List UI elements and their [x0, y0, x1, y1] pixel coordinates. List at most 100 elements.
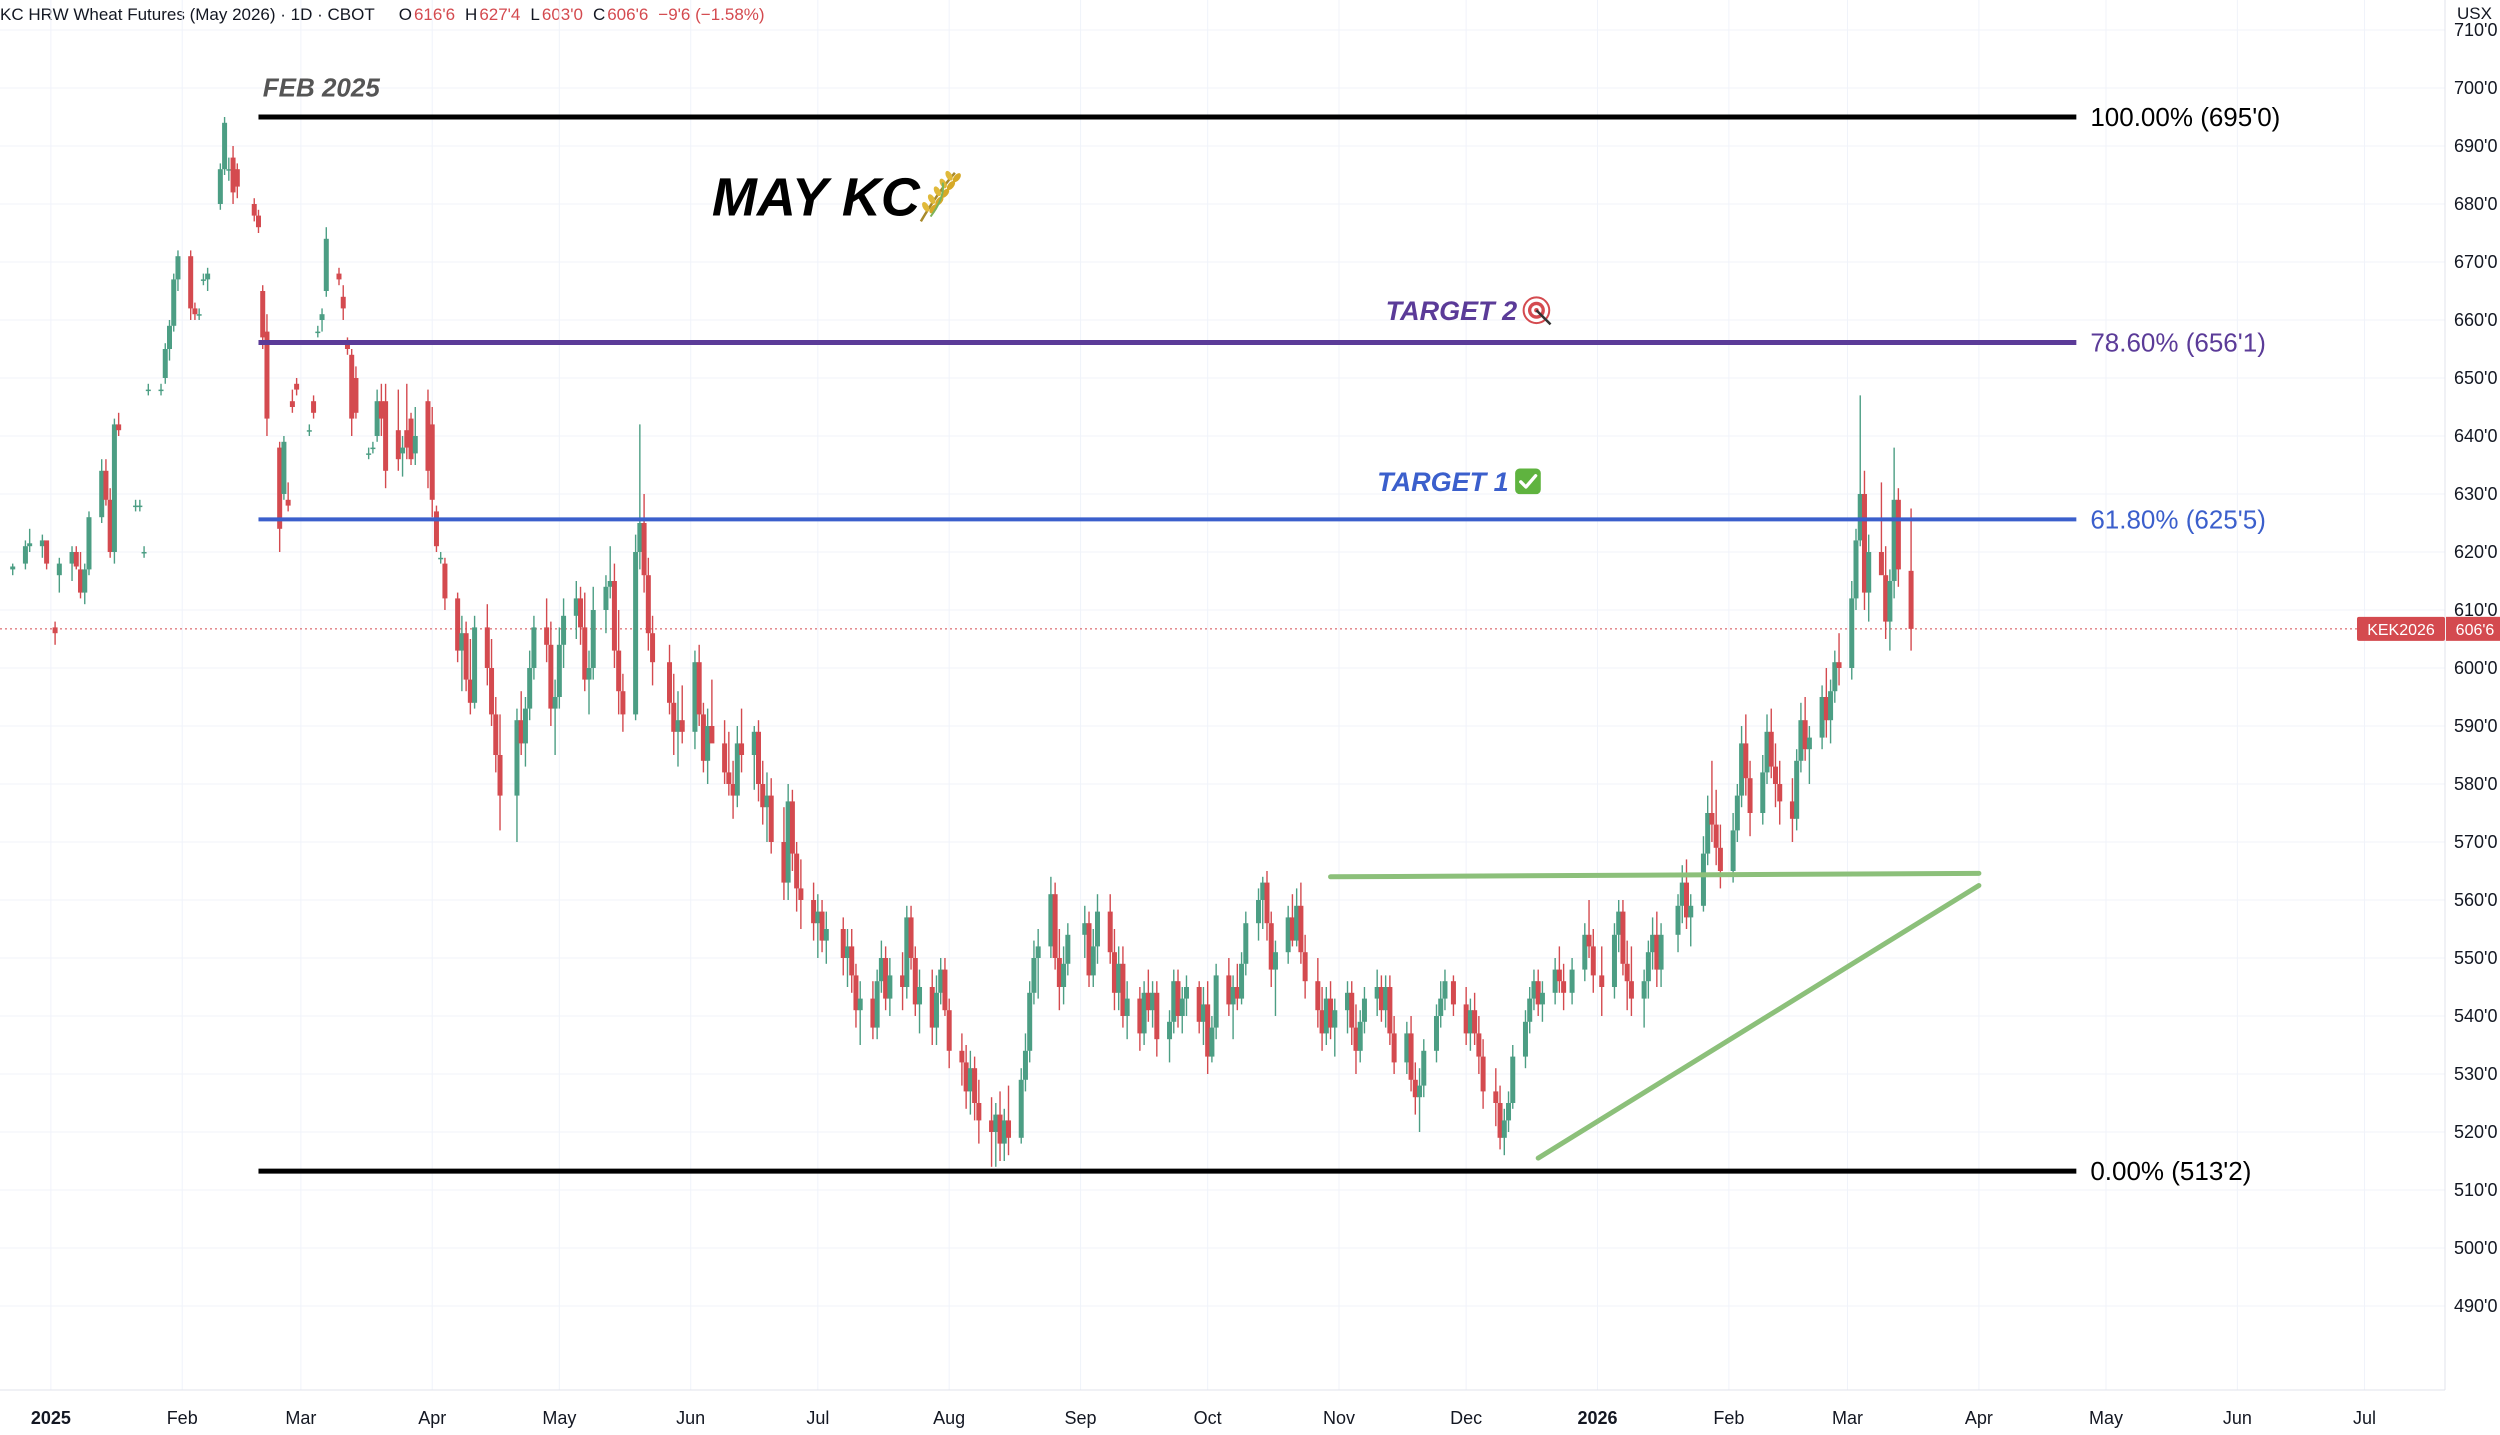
candle-body	[1730, 830, 1736, 871]
candle	[103, 459, 109, 506]
candle	[1789, 778, 1795, 842]
candle	[158, 383, 164, 396]
candle	[633, 534, 639, 721]
candle	[789, 789, 795, 871]
candle-body	[1082, 923, 1088, 935]
candle	[1234, 963, 1240, 1011]
candle-body	[1090, 946, 1096, 976]
candle	[823, 911, 829, 964]
candle-body	[1878, 552, 1884, 576]
candle	[739, 708, 745, 773]
candle	[226, 157, 232, 181]
price-axis[interactable]: 710'0 700'0 690'0 680'0 670'0 660'0 650'0 640'0…	[2444, 0, 2497, 1390]
candle	[603, 575, 609, 634]
candle-body	[1823, 697, 1829, 721]
candle-body	[39, 540, 45, 547]
candle	[768, 778, 774, 854]
candle	[319, 308, 325, 332]
candle	[1048, 876, 1054, 958]
time-axis[interactable]: 2025 Feb Mar Apr May Jun Jul Aug Sep Oct Nov Dec 202…	[0, 1389, 2445, 1428]
candle-body	[781, 842, 787, 883]
candle	[578, 586, 584, 645]
candle	[1018, 1068, 1024, 1144]
y-tick-label: 570'0	[2454, 832, 2497, 852]
candle	[455, 592, 461, 663]
candle	[349, 349, 355, 436]
candle-body	[340, 296, 346, 309]
candle-body	[874, 981, 880, 1028]
candle-body	[764, 795, 770, 808]
candle-body	[158, 389, 164, 392]
candle	[1120, 946, 1126, 1028]
candle-body	[374, 401, 380, 436]
candle	[1027, 981, 1033, 1063]
candle	[840, 917, 846, 976]
candle	[408, 412, 414, 465]
candle	[1209, 1016, 1215, 1063]
candle	[1866, 534, 1872, 622]
candle	[489, 639, 495, 726]
candle	[383, 383, 389, 489]
wheat-grain	[941, 188, 950, 198]
candle-body	[1463, 1004, 1469, 1034]
candle-body	[531, 627, 537, 668]
candle-body	[1417, 1085, 1423, 1098]
y-tick-label: 660'0	[2454, 310, 2497, 330]
wheat-grain	[922, 201, 930, 212]
candle-body	[815, 911, 821, 924]
candle-body	[103, 470, 109, 500]
candle-body	[1065, 934, 1071, 964]
symbol-title[interactable]: KC HRW Wheat Futures (May 2026) · 1D · C…	[0, 5, 375, 24]
trendlines[interactable]	[1328, 870, 1982, 1161]
candle	[726, 731, 732, 796]
candle-body	[378, 401, 384, 419]
candle-body	[1150, 992, 1156, 1011]
candle	[1709, 760, 1715, 842]
candle-body	[467, 679, 473, 703]
candle	[205, 267, 211, 291]
candle	[1599, 946, 1605, 1016]
candle-body	[1802, 720, 1808, 750]
candle-body	[1777, 784, 1783, 802]
candle-body	[989, 1120, 995, 1132]
currency-label[interactable]: USX	[2457, 4, 2492, 23]
candle-body	[912, 958, 918, 1005]
candle-body	[853, 975, 859, 1011]
fib-retracement[interactable]: 100.00% (695'0) 78.60% (656'1) 61.80% (625…	[258, 102, 2280, 1186]
candle	[493, 697, 499, 773]
candle	[518, 691, 524, 755]
candle	[1895, 488, 1901, 587]
x-tick-label: Apr	[418, 1408, 446, 1428]
candle-body	[1586, 934, 1592, 947]
candle-body	[408, 418, 414, 460]
candle	[1361, 987, 1367, 1034]
candle-body	[1179, 998, 1185, 1016]
candle	[1323, 987, 1329, 1045]
candle	[370, 441, 376, 454]
candle	[1111, 929, 1117, 1011]
candle	[404, 383, 410, 460]
candle	[959, 1033, 965, 1086]
candle-body	[1264, 882, 1270, 924]
candle	[44, 540, 50, 570]
candle-body	[1624, 963, 1630, 982]
x-tick-label: Feb	[167, 1408, 198, 1428]
candle	[1717, 824, 1723, 889]
candle	[400, 436, 406, 477]
candle-body	[277, 447, 283, 529]
candle	[1683, 859, 1689, 929]
candle-body	[1438, 998, 1444, 1016]
candle	[811, 882, 817, 941]
candle-body	[1315, 981, 1321, 1011]
candle-body	[544, 627, 550, 645]
candle	[722, 720, 728, 784]
candle-body	[463, 633, 469, 680]
candle-body	[366, 453, 372, 455]
candle	[1734, 784, 1740, 842]
x-tick-label: 2026	[1577, 1408, 1617, 1428]
candle-body	[904, 917, 910, 987]
candle-body	[1650, 934, 1656, 953]
candle-body	[1806, 737, 1812, 750]
candle	[378, 383, 384, 436]
